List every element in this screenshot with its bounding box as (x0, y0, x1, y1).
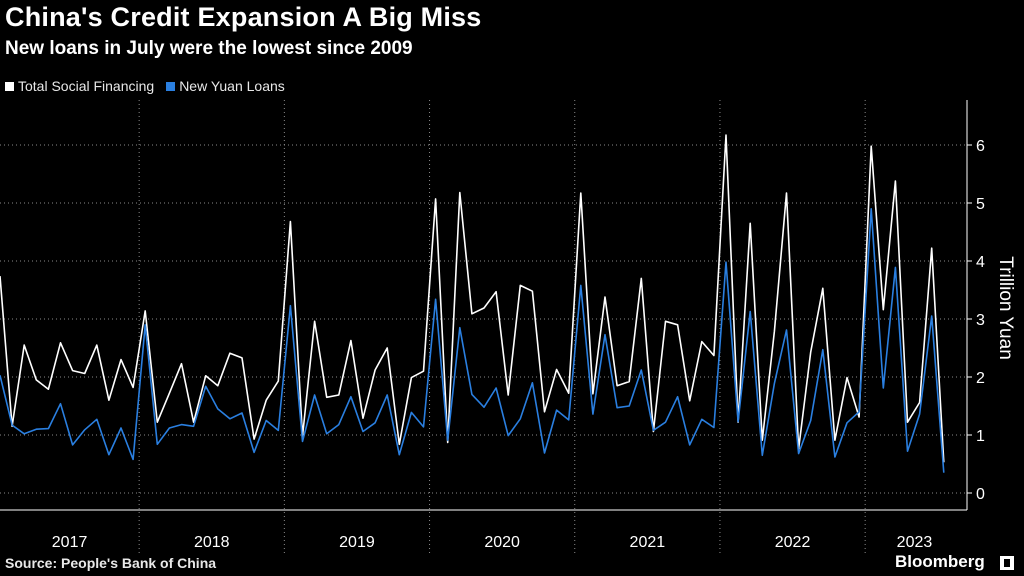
series-line-total-social-financing (0, 134, 945, 463)
y-tick-label: 3 (976, 312, 985, 329)
legend-label-tsf: Total Social Financing (18, 78, 155, 94)
legend: Total Social Financing New Yuan Loans (5, 78, 285, 94)
legend-swatch-loans (166, 81, 176, 91)
y-tick-label: 0 (976, 486, 985, 503)
y-tick-label: 4 (976, 254, 985, 271)
x-tick-label: 2022 (775, 534, 811, 551)
x-tick-label: 2020 (484, 534, 520, 551)
legend-item-loans: New Yuan Loans (166, 78, 285, 94)
y-tick-label: 6 (976, 138, 985, 155)
x-tick-label: 2021 (630, 534, 666, 551)
x-tick-label: 2023 (897, 534, 933, 551)
series-layer (0, 134, 945, 473)
legend-swatch-tsf (5, 81, 14, 91)
chart-subtitle: New loans in July were the lowest since … (5, 38, 413, 59)
x-tick-label: 2017 (52, 534, 88, 551)
series-line-new-yuan-loans (0, 208, 945, 473)
x-tick-label: 2018 (194, 534, 230, 551)
legend-item-tsf: Total Social Financing (5, 78, 154, 94)
y-axis: 0 1 2 3 4 5 6 (966, 100, 985, 510)
brand-wordmark: Bloomberg (895, 552, 985, 571)
x-tick-label: 2019 (339, 534, 375, 551)
legend-label-loans: New Yuan Loans (179, 78, 285, 94)
y-tick-label: 5 (976, 196, 985, 213)
source-note: Source: People's Bank of China (5, 555, 217, 571)
y-tick-label: 1 (976, 428, 985, 445)
x-axis: 2017 2018 2019 2020 2021 2022 2023 (0, 509, 967, 551)
y-tick-label: 2 (976, 370, 985, 387)
bloomberg-logo-icon (1000, 556, 1014, 570)
y-axis-label: Trillion Yuan (995, 256, 1016, 360)
chart-title: China's Credit Expansion A Big Miss (5, 2, 482, 32)
